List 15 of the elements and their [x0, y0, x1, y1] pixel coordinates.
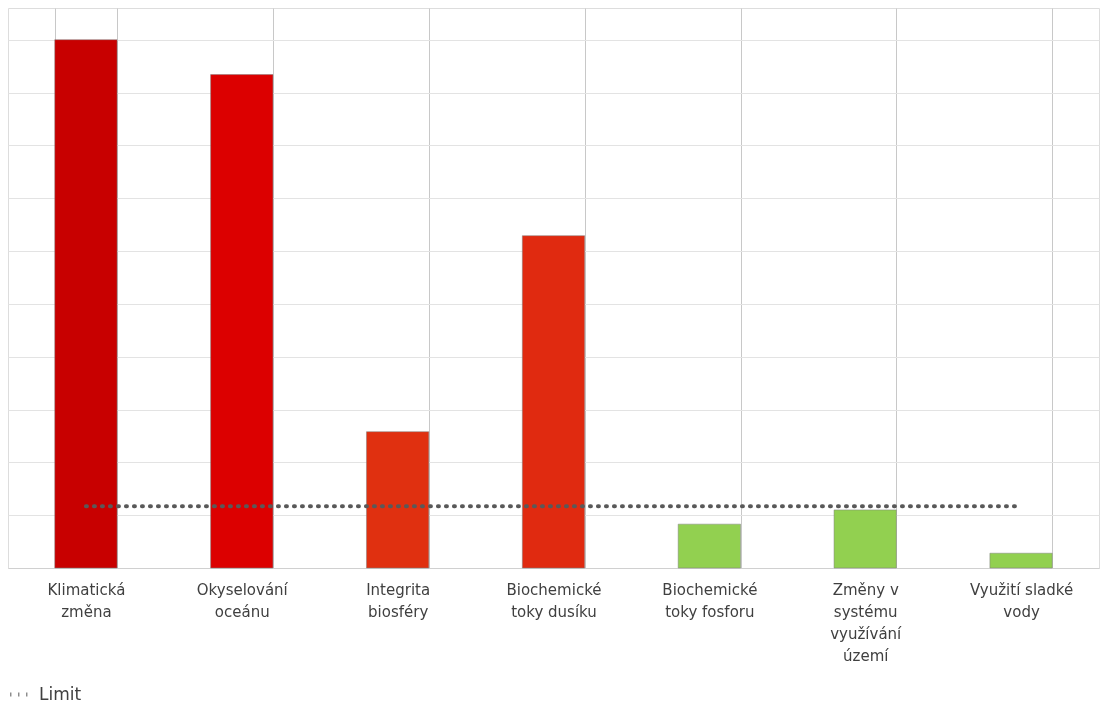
x-tick-label: Využití sladké vody — [969, 580, 1074, 621]
bar — [522, 235, 585, 569]
x-tick-label: Klimatická změna — [47, 580, 126, 621]
bar — [833, 509, 897, 569]
legend-label: Limit — [39, 683, 82, 704]
x-tick-label: Integrita biosféry — [366, 580, 431, 621]
bar — [210, 74, 274, 569]
bar — [366, 431, 430, 569]
bar — [677, 523, 741, 569]
bar — [989, 552, 1053, 569]
bar — [54, 39, 118, 569]
x-tick-label: Biochemické toky dusíku — [506, 580, 602, 621]
x-tick-label: Biochemické toky fosforu — [662, 580, 758, 621]
x-tick-label: Změny v systému využívání území — [830, 580, 903, 665]
x-tick-label: Okyselování oceánu — [196, 580, 289, 621]
